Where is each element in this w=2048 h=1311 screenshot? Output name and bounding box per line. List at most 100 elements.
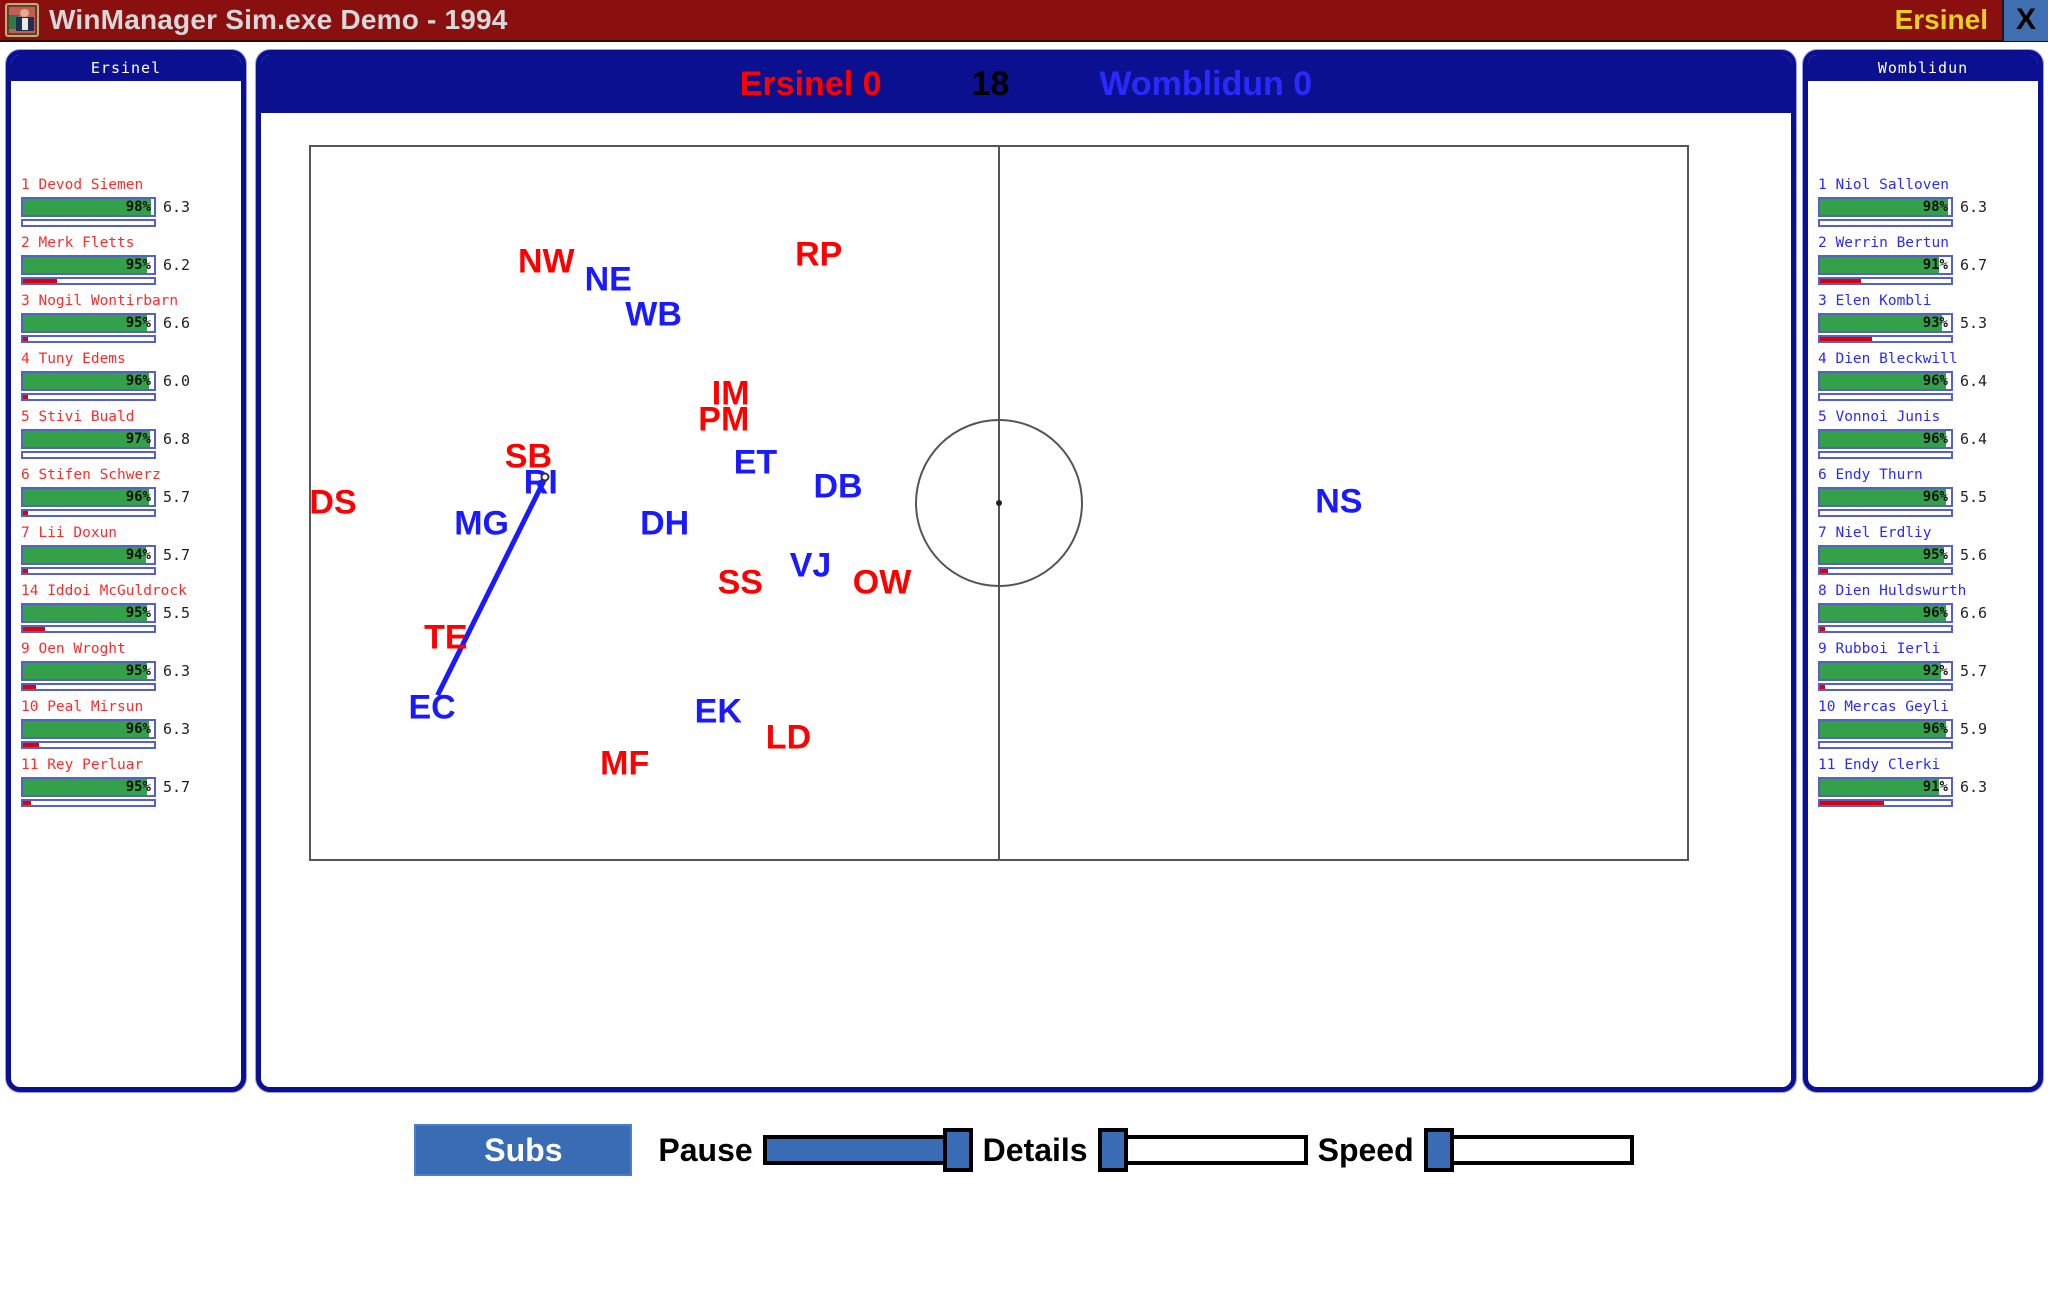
player-marker-ec[interactable]: EC	[408, 688, 456, 727]
injury-bar	[21, 451, 156, 459]
subs-button[interactable]: Subs	[414, 1124, 633, 1176]
roster-player-row[interactable]: 5 Stivi Buald 97% 6.8	[21, 409, 231, 459]
window-titlebar: WinManager Sim.exe Demo - 1994 Ersinel X	[0, 0, 2048, 42]
player-marker-et[interactable]: ET	[733, 443, 778, 482]
roster-player-row[interactable]: 9 Rubboi Ierli 92% 5.7	[1818, 641, 2028, 691]
condition-bar: 98%	[1818, 197, 1953, 217]
player-name: 7 Lii Doxun	[21, 525, 118, 541]
player-name: 6 Endy Thurn	[1818, 467, 1923, 483]
close-icon[interactable]: X	[2002, 0, 2048, 41]
details-slider-track[interactable]	[1097, 1135, 1308, 1165]
pause-slider-label: Pause	[658, 1131, 753, 1168]
roster-player-row[interactable]: 1 Niol Salloven 98% 6.3	[1818, 177, 2028, 227]
condition-bar: 95%	[21, 255, 156, 275]
roster-player-row[interactable]: 2 Merk Fletts 95% 6.2	[21, 235, 231, 285]
player-marker-sb[interactable]: SB	[504, 437, 553, 476]
player-marker-ow[interactable]: OW	[852, 563, 912, 602]
roster-player-row[interactable]: 7 Niel Erdliy 95% 5.6	[1818, 525, 2028, 575]
injury-bar-fill	[1820, 801, 1885, 805]
player-marker-mg[interactable]: MG	[454, 504, 509, 543]
roster-player-row[interactable]: 5 Vonnoi Junis 96% 6.4	[1818, 409, 2028, 459]
roster-player-row[interactable]: 11 Rey Perluar 95% 5.7	[21, 757, 231, 807]
condition-bar: 96%	[1818, 603, 1953, 623]
roster-player-row[interactable]: 3 Nogil Wontirbarn 95% 6.6	[21, 293, 231, 343]
injury-bar-fill	[1820, 627, 1826, 631]
player-name: 1 Devod Siemen	[21, 177, 144, 193]
condition-bar-fill	[23, 431, 151, 447]
roster-player-row[interactable]: 10 Peal Mirsun 96% 6.3	[21, 699, 231, 749]
condition-bar: 98%	[21, 197, 156, 217]
player-marker-db[interactable]: DB	[813, 467, 863, 506]
player-marker-te[interactable]: TE	[424, 618, 468, 657]
player-marker-ds[interactable]: DS	[309, 483, 357, 522]
roster-player-row[interactable]: 14 Iddoi McGuldrock 95% 5.5	[21, 583, 231, 633]
roster-player-row[interactable]: 9 Oen Wroght 95% 6.3	[21, 641, 231, 691]
player-rating: 6.4	[1960, 372, 1988, 390]
player-stats-row: 91% 6.7	[1818, 255, 2028, 275]
player-marker-rp[interactable]: RP	[795, 235, 843, 274]
player-name: 8 Dien Huldswurth	[1818, 583, 1967, 599]
speed-slider-thumb[interactable]	[1423, 1128, 1454, 1172]
roster-player-row[interactable]: 7 Lii Doxun 94% 5.7	[21, 525, 231, 575]
player-stats-row: 94% 5.7	[21, 545, 231, 565]
condition-bar: 96%	[1818, 719, 1953, 739]
roster-player-row[interactable]: 8 Dien Huldswurth 96% 6.6	[1818, 583, 2028, 633]
injury-bar	[1818, 625, 1953, 633]
player-marker-nw[interactable]: NW	[517, 242, 575, 281]
player-rating: 6.2	[163, 256, 191, 274]
injury-bar-fill	[23, 279, 58, 283]
centre-spot	[996, 500, 1002, 506]
condition-bar-fill	[1820, 431, 1946, 447]
player-name: 1 Niol Salloven	[1818, 177, 1949, 193]
player-name: 3 Nogil Wontirbarn	[21, 293, 179, 309]
condition-percent: 95%	[1922, 547, 1948, 563]
player-stats-row: 98% 6.3	[21, 197, 231, 217]
roster-player-row[interactable]: 4 Dien Bleckwill 96% 6.4	[1818, 351, 2028, 401]
injury-bar-fill	[23, 627, 46, 631]
injury-bar	[21, 393, 156, 401]
injury-bar-fill	[23, 743, 39, 747]
details-slider-thumb[interactable]	[1097, 1128, 1128, 1172]
player-marker-dh[interactable]: DH	[640, 504, 690, 543]
player-marker-ne[interactable]: NE	[584, 260, 632, 299]
player-marker-mf[interactable]: MF	[600, 744, 650, 783]
player-marker-pm[interactable]: PM	[698, 400, 750, 439]
player-stats-row: 95% 6.6	[21, 313, 231, 333]
player-marker-vj[interactable]: VJ	[789, 546, 832, 585]
details-slider[interactable]	[1097, 1128, 1308, 1172]
player-rating: 5.9	[1960, 720, 1988, 738]
roster-player-row[interactable]: 1 Devod Siemen 98% 6.3	[21, 177, 231, 227]
player-marker-wb[interactable]: WB	[625, 295, 682, 334]
roster-player-row[interactable]: 6 Endy Thurn 96% 5.5	[1818, 467, 2028, 517]
condition-bar-fill	[23, 373, 149, 389]
pause-slider[interactable]	[762, 1128, 973, 1172]
player-marker-ld[interactable]: LD	[765, 718, 812, 757]
injury-bar	[21, 741, 156, 749]
speed-slider[interactable]	[1423, 1128, 1634, 1172]
app-photo-icon	[5, 3, 39, 37]
player-marker-ek[interactable]: EK	[694, 692, 742, 731]
player-stats-row: 95% 6.3	[21, 661, 231, 681]
player-stats-row: 98% 6.3	[1818, 197, 2028, 217]
player-marker-ri[interactable]: RI	[523, 463, 558, 502]
pause-slider-thumb[interactable]	[942, 1128, 973, 1172]
roster-player-row[interactable]: 3 Elen Kombli 93% 5.3	[1818, 293, 2028, 343]
player-rating: 5.7	[163, 546, 191, 564]
injury-bar	[1818, 451, 1953, 459]
player-marker-ns[interactable]: NS	[1315, 482, 1363, 521]
pitch[interactable]: DS NW NE WB RP IM PM SB RI ET DB MG DH NS VJ SS OW TE EC EK…	[309, 145, 1689, 861]
player-name: 2 Merk Fletts	[21, 235, 135, 251]
player-stats-row: 96% 6.6	[1818, 603, 2028, 623]
condition-bar: 91%	[1818, 777, 1953, 797]
roster-player-row[interactable]: 6 Stifen Schwerz 96% 5.7	[21, 467, 231, 517]
condition-percent: 96%	[125, 373, 151, 389]
roster-player-row[interactable]: 10 Mercas Geyli 96% 5.9	[1818, 699, 2028, 749]
condition-bar-fill	[1820, 315, 1942, 331]
roster-player-row[interactable]: 4 Tuny Edems 96% 6.0	[21, 351, 231, 401]
roster-player-row[interactable]: 2 Werrin Bertun 91% 6.7	[1818, 235, 2028, 285]
roster-player-row[interactable]: 11 Endy Clerki 91% 6.3	[1818, 757, 2028, 807]
speed-slider-track[interactable]	[1423, 1135, 1634, 1165]
pause-slider-track[interactable]	[762, 1135, 973, 1165]
player-marker-ss[interactable]: SS	[717, 563, 763, 602]
player-marker-im[interactable]: IM	[711, 374, 750, 413]
